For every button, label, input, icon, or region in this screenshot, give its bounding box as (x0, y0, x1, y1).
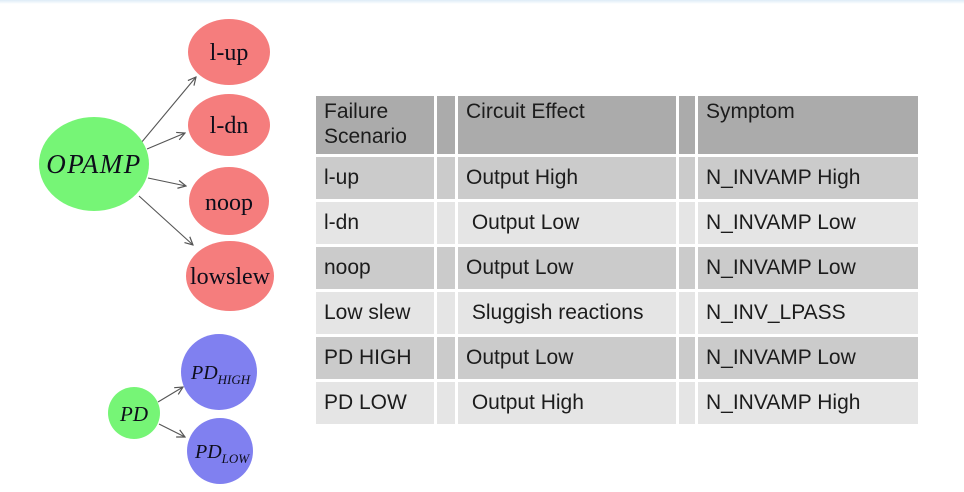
node-ldn-label: l-dn (210, 113, 249, 139)
node-pdhigh-label: PDHIGH (190, 362, 251, 387)
cell-gap (679, 202, 695, 244)
cell-symptom: N_INVAMP Low (698, 247, 918, 289)
table-row: PD HIGH Output Low N_INVAMP Low (316, 337, 918, 379)
cell-failure-scenario: l-dn (316, 202, 434, 244)
cell-failure-scenario: PD HIGH (316, 337, 434, 379)
col-header-gap-2 (679, 96, 695, 154)
node-pdlow-label: PDLOW (194, 441, 250, 466)
node-pd (108, 387, 160, 439)
cell-failure-scenario: PD LOW (316, 382, 434, 424)
cell-symptom: N_INVAMP High (698, 382, 918, 424)
node-lup-label: l-up (210, 40, 249, 66)
col-header-symptom: Symptom (698, 96, 918, 154)
node-ldn (188, 94, 270, 156)
col-header-gap-1 (437, 96, 455, 154)
edge-opamp-noop (147, 177, 186, 186)
edge-opamp-ldn (146, 133, 185, 150)
cell-symptom: N_INVAMP Low (698, 202, 918, 244)
table-row: l-dn Output Low N_INVAMP Low (316, 202, 918, 244)
node-pdhigh (181, 334, 257, 410)
cell-gap (437, 337, 455, 379)
cell-failure-scenario: l-up (316, 157, 434, 199)
cell-circuit-effect: Output Low (458, 337, 676, 379)
cell-symptom: N_INV_LPASS (698, 292, 918, 334)
cell-gap (679, 382, 695, 424)
cell-gap (679, 337, 695, 379)
table-row: PD LOW Output High N_INVAMP High (316, 382, 918, 424)
cell-circuit-effect: Output Low (458, 202, 676, 244)
cell-gap (437, 292, 455, 334)
table-row: l-up Output High N_INVAMP High (316, 157, 918, 199)
cell-gap (679, 157, 695, 199)
node-opamp (39, 117, 149, 211)
col-header-failure-scenario: Failure Scenario (316, 96, 434, 154)
node-lup (188, 19, 270, 85)
edge-pd-pdlow (158, 423, 185, 437)
table-row: Low slew Sluggish reactions N_INV_LPASS (316, 292, 918, 334)
edge-opamp-lowslew (138, 195, 193, 245)
table-row: noop Output Low N_INVAMP Low (316, 247, 918, 289)
node-noop (189, 167, 269, 235)
cell-circuit-effect: Output Low (458, 247, 676, 289)
cell-symptom: N_INVAMP Low (698, 337, 918, 379)
cell-gap (679, 247, 695, 289)
failure-scenario-table: Failure Scenario Circuit Effect Symptom … (313, 93, 921, 427)
cell-gap (437, 202, 455, 244)
cell-failure-scenario: noop (316, 247, 434, 289)
col-header-circuit-effect: Circuit Effect (458, 96, 676, 154)
cell-gap (437, 157, 455, 199)
node-opamp-label: OPAMP (46, 149, 142, 179)
edge-opamp-lup (140, 77, 196, 144)
cell-gap (679, 292, 695, 334)
cell-gap (437, 382, 455, 424)
fault-tree-diagram: OPAMP l-up l-dn noop lowslew PD PDHIGH P… (39, 19, 274, 484)
cell-circuit-effect: Output High (458, 157, 676, 199)
cell-circuit-effect: Output High (458, 382, 676, 424)
node-pdlow (187, 418, 253, 484)
node-lowslew-label: lowslew (190, 264, 271, 290)
edge-pd-pdhigh (157, 387, 183, 403)
table-header-row: Failure Scenario Circuit Effect Symptom (316, 96, 918, 154)
node-lowslew (186, 241, 274, 311)
cell-circuit-effect: Sluggish reactions (458, 292, 676, 334)
cell-symptom: N_INVAMP High (698, 157, 918, 199)
node-pd-label: PD (119, 402, 148, 426)
node-noop-label: noop (205, 190, 253, 216)
cell-failure-scenario: Low slew (316, 292, 434, 334)
top-accent-line (0, 0, 964, 4)
cell-gap (437, 247, 455, 289)
